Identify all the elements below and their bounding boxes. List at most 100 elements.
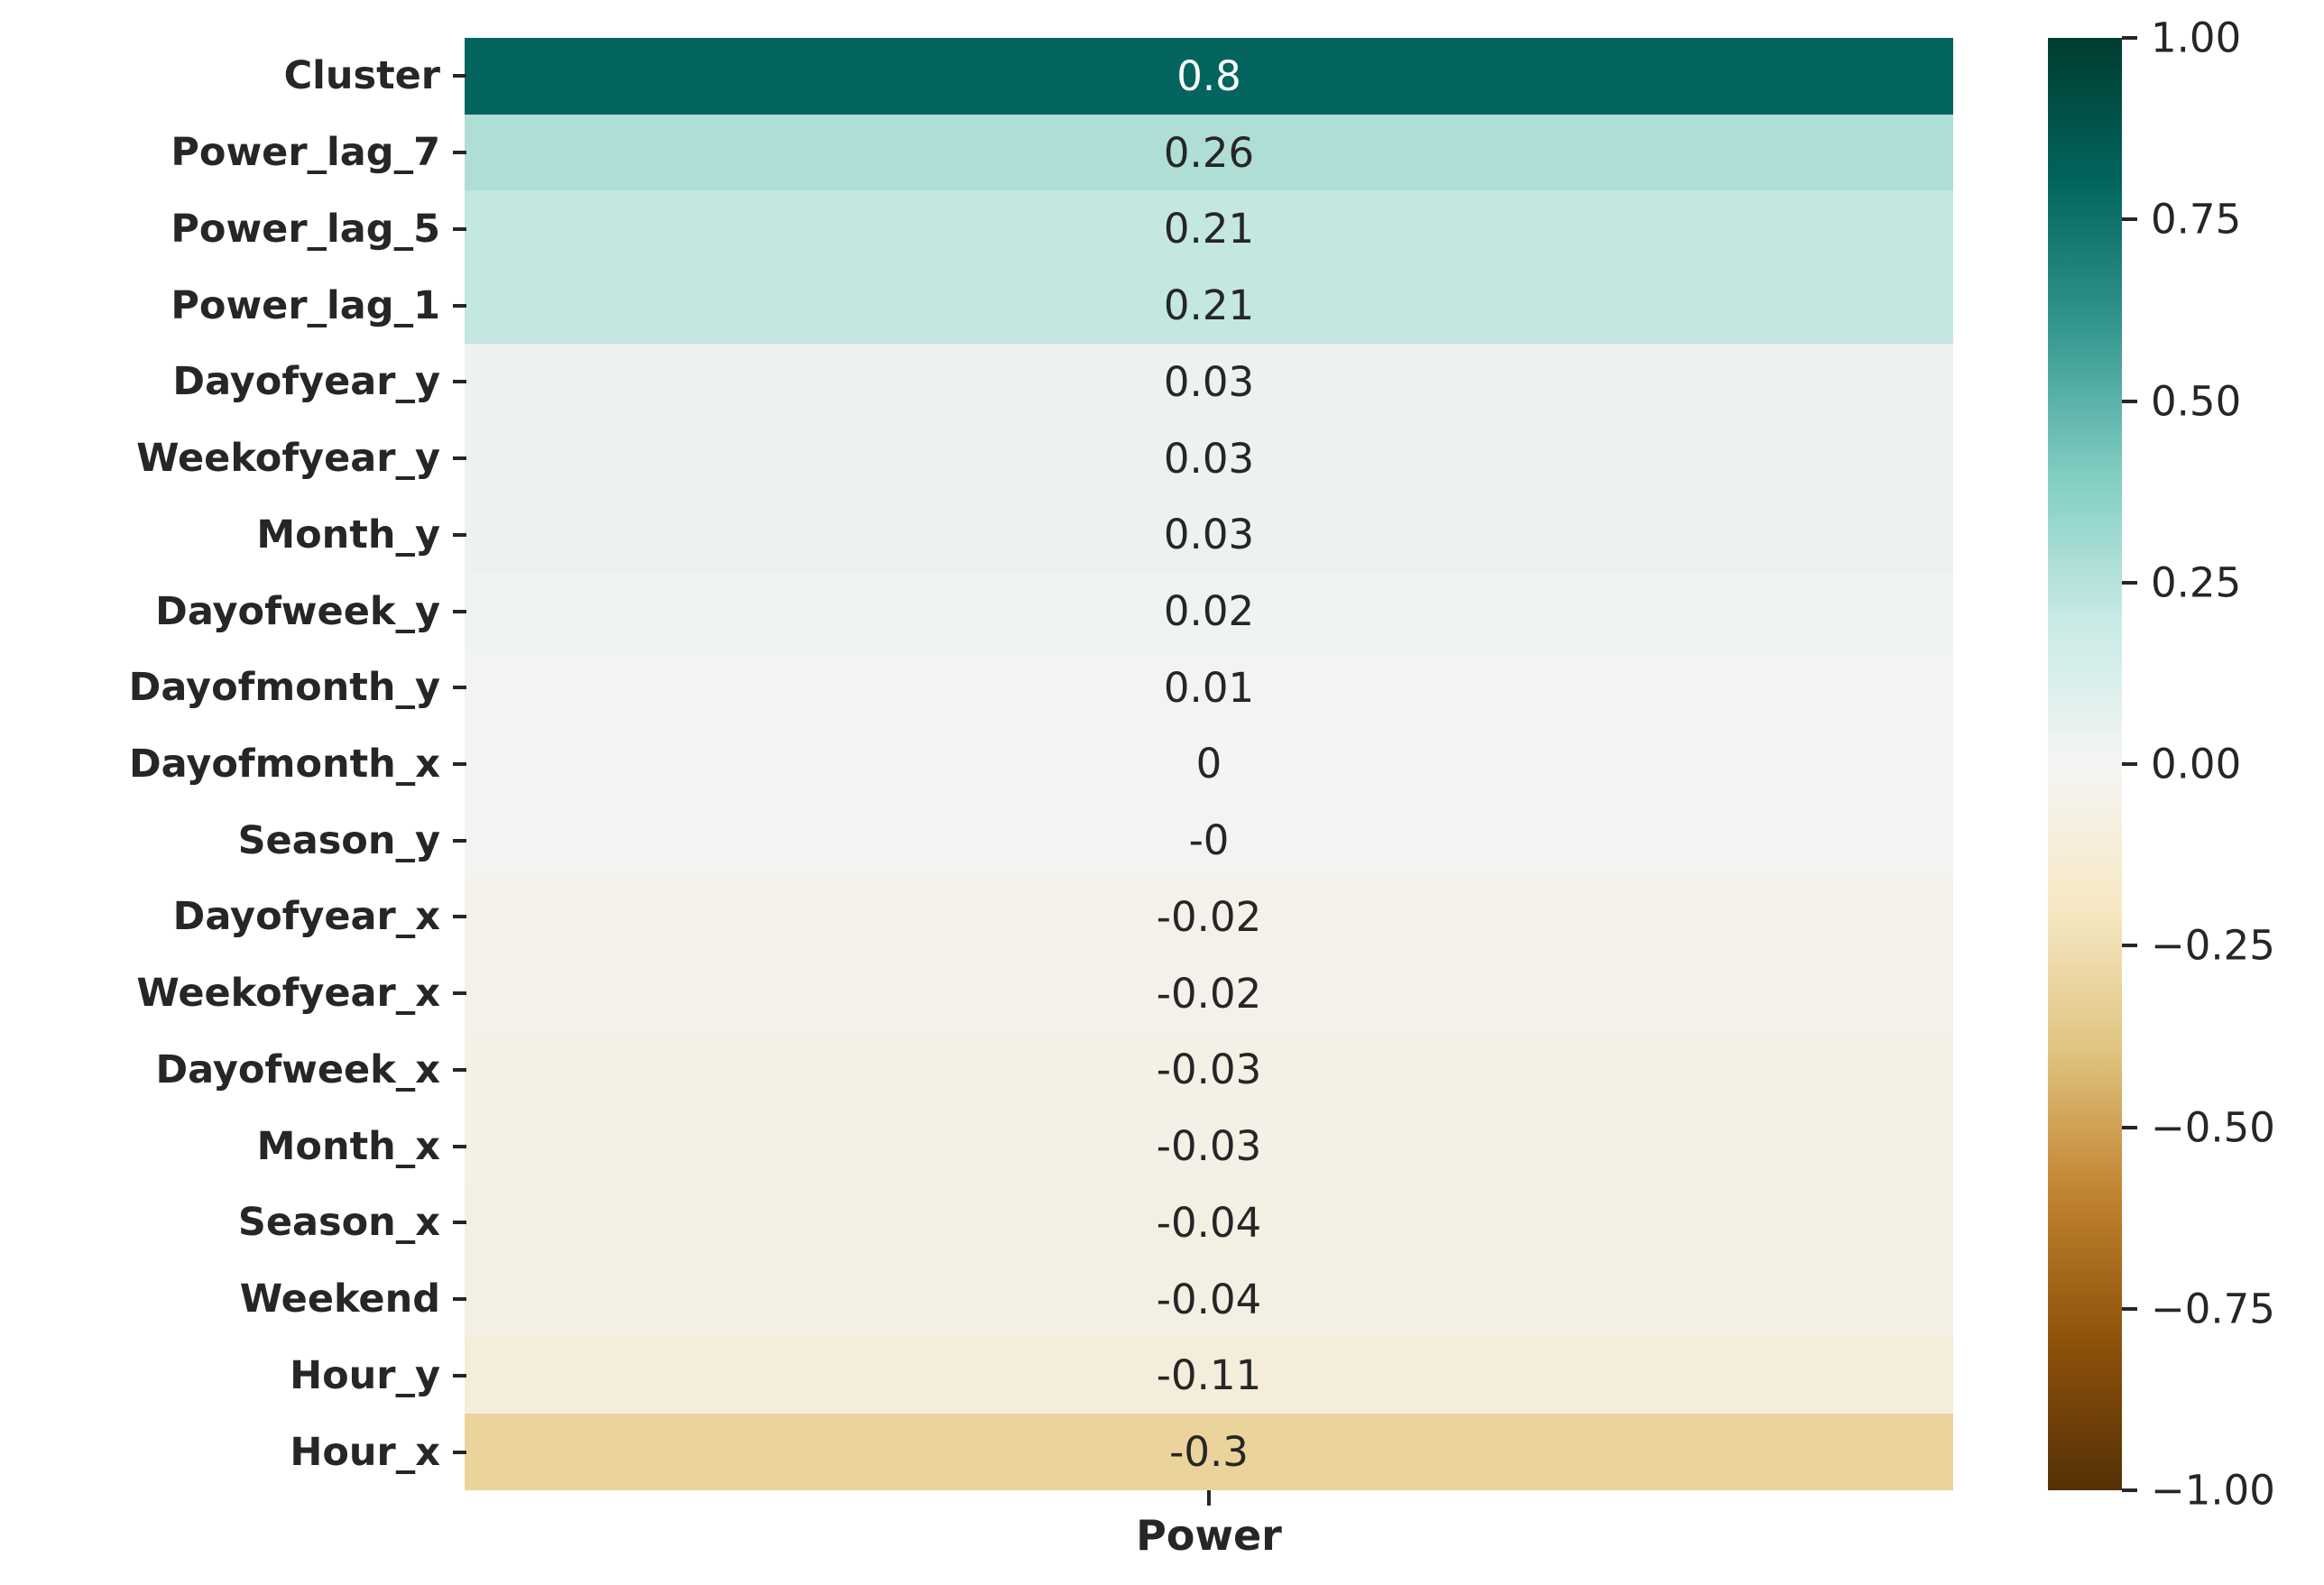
colorbar-tick-label: 0.00 [2151, 740, 2242, 788]
cell-value: -0.3 [1169, 1428, 1249, 1477]
heatmap-cell: -0.02 [465, 954, 1953, 1032]
y-axis-tick [453, 1221, 466, 1225]
heatmap-cell: 0.03 [465, 419, 1953, 497]
colorbar-tick [2122, 1488, 2137, 1492]
y-axis-tick [453, 303, 466, 308]
y-axis-tick [453, 1297, 466, 1302]
cell-value: -0.04 [1156, 1275, 1262, 1323]
y-axis-tick [453, 1067, 466, 1072]
cell-value: 0.03 [1163, 357, 1255, 406]
y-axis-label: Weekofyear_y [136, 436, 440, 482]
colorbar-tick-label: −0.25 [2151, 921, 2275, 970]
x-axis-label-container: Power [465, 1515, 1953, 1556]
y-axis-label: Cluster [283, 53, 440, 99]
y-axis-tick [453, 991, 466, 996]
y-axis-label: Season_x [237, 1200, 440, 1246]
cell-value: -0.02 [1156, 892, 1262, 941]
y-axis-label: Dayofyear_y [172, 359, 440, 405]
cell-value: 0.01 [1163, 663, 1255, 712]
heatmap-plot-area: 0.8 0.26 0.21 0.21 0.03 0.03 0.03 0.02 0.01 0 -0 -0… [465, 38, 1953, 1490]
y-axis-label: Dayofyear_x [172, 894, 440, 940]
y-axis-tick [453, 609, 466, 613]
heatmap-cell: 0.26 [465, 114, 1953, 191]
x-axis-tick [1207, 1490, 1211, 1506]
cell-value: -0.11 [1156, 1351, 1262, 1400]
heatmap-cell: 0.03 [465, 496, 1953, 574]
heatmap-cell: -0.11 [465, 1337, 1953, 1415]
colorbar-tick [2122, 944, 2137, 948]
y-axis-label: Power_lag_5 [171, 206, 440, 252]
cell-value: 0.03 [1163, 511, 1255, 559]
colorbar-tick [2122, 580, 2137, 585]
colorbar [2048, 38, 2122, 1490]
colorbar-tick [2122, 1306, 2137, 1311]
heatmap-cell: -0 [465, 802, 1953, 880]
colorbar-tick [2122, 217, 2137, 222]
colorbar-tick-label: 0.25 [2151, 558, 2242, 607]
heatmap-cell: -0.04 [465, 1260, 1953, 1338]
y-axis-label: Dayofweek_y [155, 588, 440, 634]
cell-value: 0.02 [1163, 587, 1255, 635]
y-axis-label: Power_lag_1 [171, 282, 440, 328]
colorbar-tick-label: 1.00 [2151, 14, 2242, 62]
colorbar-tick-label: −0.75 [2151, 1285, 2275, 1333]
colorbar-tick-label: 0.75 [2151, 195, 2242, 244]
cell-value: 0 [1195, 740, 1222, 788]
cell-value: 0.21 [1163, 205, 1255, 253]
heatmap-cell: 0.8 [465, 38, 1953, 115]
y-axis-tick [453, 74, 466, 78]
x-axis-label: Power [1136, 1511, 1282, 1560]
y-axis-label: Dayofweek_x [155, 1046, 440, 1092]
y-axis-label: Dayofmonth_x [128, 742, 440, 787]
y-axis-label: Power_lag_7 [171, 130, 440, 176]
y-axis-label: Dayofmonth_y [128, 665, 440, 711]
cell-value: -0.04 [1156, 1198, 1262, 1247]
colorbar-tick [2122, 399, 2137, 403]
y-axis-tick [453, 838, 466, 843]
heatmap-cell: 0.03 [465, 343, 1953, 420]
y-axis-tick [453, 532, 466, 537]
heatmap-cell: -0.03 [465, 1108, 1953, 1185]
y-axis-tick [453, 456, 466, 461]
cell-value: 0.26 [1163, 128, 1255, 177]
heatmap-cell: -0.02 [465, 879, 1953, 955]
heatmap-cell: -0.04 [465, 1184, 1953, 1261]
y-axis-tick [453, 1373, 466, 1378]
y-axis-label: Hour_y [290, 1352, 440, 1398]
cell-value: 0.21 [1163, 281, 1255, 330]
heatmap-cell: 0.21 [465, 267, 1953, 344]
heatmap-cell: -0.03 [465, 1031, 1953, 1109]
y-axis-tick [453, 1144, 466, 1148]
y-axis-label: Weekofyear_x [136, 971, 440, 1017]
colorbar-tick-label: −0.50 [2151, 1103, 2275, 1151]
heatmap-cell: 0.01 [465, 649, 1953, 726]
cell-value: -0.02 [1156, 969, 1262, 1018]
y-axis-tick-labels: Cluster Power_lag_7 Power_lag_5 Power_lag_1… [0, 38, 440, 1490]
heatmap-cell: -0.3 [465, 1414, 1953, 1490]
colorbar-tick [2122, 762, 2137, 766]
colorbar-tick [2122, 36, 2137, 40]
cell-value: 0.8 [1176, 51, 1241, 100]
y-axis-label: Month_y [256, 511, 440, 558]
y-axis-tick [453, 686, 466, 690]
y-axis-tick [453, 226, 466, 231]
y-axis-tick [453, 762, 466, 766]
y-axis-tick [453, 915, 466, 919]
y-axis-label: Season_y [237, 817, 440, 863]
y-axis-tick [453, 1450, 466, 1454]
colorbar-tick-label: −1.00 [2151, 1466, 2275, 1515]
y-axis-label: Weekend [239, 1276, 440, 1322]
y-axis-label: Month_x [256, 1123, 440, 1169]
y-axis-label: Hour_x [290, 1429, 440, 1475]
colorbar-tick [2122, 1125, 2137, 1129]
cell-value: -0 [1188, 816, 1230, 865]
heatmap-cell: 0.02 [465, 573, 1953, 650]
heatmap-cell: 0.21 [465, 190, 1953, 268]
cell-value: -0.03 [1156, 1046, 1262, 1094]
cell-value: -0.03 [1156, 1122, 1262, 1171]
cell-value: 0.03 [1163, 434, 1255, 483]
heatmap-cell: 0 [465, 725, 1953, 803]
y-axis-tick [453, 151, 466, 155]
colorbar-tick-label: 0.50 [2151, 377, 2242, 425]
